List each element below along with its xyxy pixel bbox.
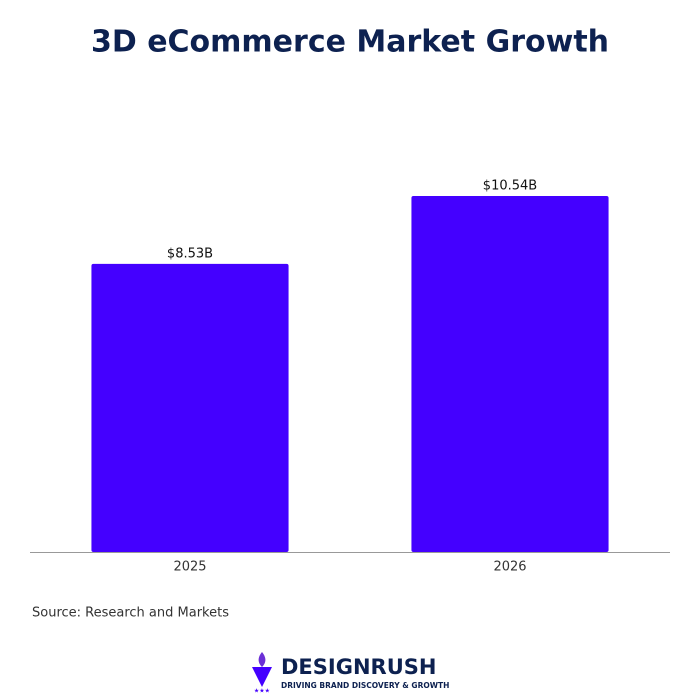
bar [411, 196, 609, 552]
brand-tagline: DRIVING BRAND DISCOVERY & GROWTH [281, 681, 449, 690]
brand-name: DESIGNRUSH [281, 655, 436, 679]
svg-text:★★★: ★★★ [254, 688, 270, 695]
value-label: $10.54B [483, 179, 537, 194]
bar [91, 263, 289, 552]
logo-icon: ★★★ [252, 652, 272, 695]
x-tick-label: 2026 [493, 560, 526, 575]
x-tick-label: 2025 [173, 560, 206, 575]
source: Source: Research and Markets [32, 606, 229, 621]
value-label: $8.53B [167, 246, 213, 261]
chart-title: 3D eCommerce Market Growth [91, 25, 609, 60]
